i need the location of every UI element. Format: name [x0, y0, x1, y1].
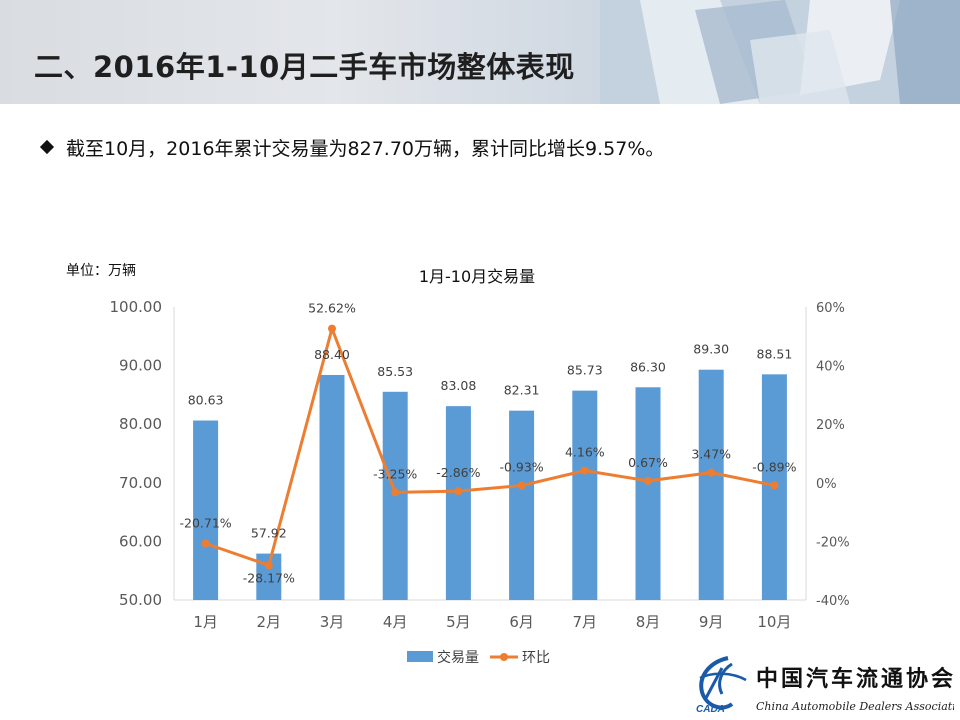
header-decoration-image	[600, 0, 960, 104]
y-tick-left-label: 100.00	[110, 298, 163, 316]
y-tick-left-label: 70.00	[119, 474, 162, 492]
x-tick-label: 5月	[446, 613, 471, 631]
svg-text:China Automobile Dealers Assoc: China Automobile Dealers Association	[756, 700, 954, 713]
bar-7	[572, 390, 598, 600]
y-tick-left-label: 60.00	[119, 532, 162, 550]
bar-5	[445, 406, 471, 600]
svg-text:CADA: CADA	[696, 704, 725, 715]
bar-value-label: 88.51	[757, 346, 793, 361]
line-value-label: -20.71%	[180, 515, 232, 530]
bar-value-label: 89.30	[693, 342, 729, 357]
bar-value-label: 86.30	[630, 359, 666, 374]
page-title: 二、2016年1-10月二手车市场整体表现	[34, 50, 575, 84]
line-series-huanbi	[205, 327, 775, 567]
bar-value-label: 85.53	[377, 364, 413, 379]
x-tick-label: 2月	[257, 613, 282, 631]
line-value-label: 0.67%	[628, 455, 668, 470]
x-tick-label: 10月	[757, 613, 791, 631]
line-point-6	[517, 481, 526, 490]
line-value-label: -3.25%	[373, 466, 417, 481]
line-value-label: 4.16%	[565, 445, 605, 460]
legend-marker-line	[500, 653, 508, 661]
cada-logo: CADA 中国汽车流通协会 China Automobile Dealers A…	[692, 654, 960, 716]
legend-label-bar: 交易量	[437, 649, 479, 666]
bar-6	[509, 410, 535, 600]
bar-3	[319, 374, 345, 600]
svg-text:中国汽车流通协会: 中国汽车流通协会	[756, 666, 954, 692]
line-point-9	[707, 468, 716, 477]
line-point-5	[454, 487, 463, 496]
y-tick-left-label: 90.00	[119, 357, 162, 375]
x-tick-label: 8月	[636, 613, 661, 631]
chart-title: 1月-10月交易量	[419, 267, 535, 286]
y-tick-right-label: -40%	[816, 594, 850, 609]
y-tick-right-label: 60%	[816, 301, 845, 316]
legend-label-line: 环比	[522, 650, 550, 666]
x-tick-label: 7月	[573, 613, 598, 631]
y-tick-right-label: -20%	[816, 535, 850, 550]
line-value-label: -28.17%	[243, 570, 295, 585]
y-tick-left-label: 80.00	[119, 415, 162, 433]
line-point-8	[644, 476, 652, 485]
y-tick-right-label: 20%	[816, 418, 845, 433]
line-point-1	[201, 539, 210, 548]
bar-value-label: 85.73	[567, 363, 603, 378]
line-value-label: -2.86%	[436, 465, 480, 480]
line-value-label: -0.89%	[752, 459, 796, 474]
y-tick-left-label: 50.00	[119, 591, 162, 609]
bar-value-label: 82.31	[504, 383, 540, 398]
line-point-7	[580, 466, 589, 475]
x-tick-label: 3月	[320, 613, 345, 631]
line-value-label: 3.47%	[691, 447, 731, 462]
x-tick-label: 9月	[699, 613, 724, 631]
unit-label: 单位：万辆	[66, 263, 136, 279]
legend-swatch-bar	[407, 651, 433, 662]
x-tick-label: 4月	[383, 613, 408, 631]
bar-value-label: 88.40	[314, 347, 350, 362]
bar-value-label: 80.63	[188, 393, 224, 408]
bar-value-label: 57.92	[251, 526, 287, 541]
line-point-3	[328, 324, 336, 333]
summary-bullet: 截至10月，2016年累计交易量为827.70万辆，累计同比增长9.57%。	[39, 134, 665, 161]
cada-logo-image: CADA 中国汽车流通协会 China Automobile Dealers A…	[696, 656, 960, 715]
line-value-label: -0.93%	[499, 460, 543, 475]
line-point-2	[264, 561, 273, 570]
bar-9	[698, 369, 724, 600]
line-point-10	[770, 481, 779, 490]
x-tick-label: 6月	[509, 613, 534, 631]
bar-value-label: 83.08	[441, 378, 477, 393]
y-tick-right-label: 0%	[816, 477, 837, 492]
line-point-4	[391, 488, 400, 497]
summary-text: 截至10月，2016年累计交易量为827.70万辆，累计同比增长9.57%。	[66, 138, 665, 160]
header-band: 二、2016年1-10月二手车市场整体表现	[0, 0, 960, 104]
x-tick-label: 1月	[193, 613, 218, 631]
line-value-label: 52.62%	[308, 301, 356, 316]
y-tick-right-label: 40%	[816, 360, 845, 375]
bar-1	[193, 420, 219, 600]
bar-8	[635, 387, 661, 600]
